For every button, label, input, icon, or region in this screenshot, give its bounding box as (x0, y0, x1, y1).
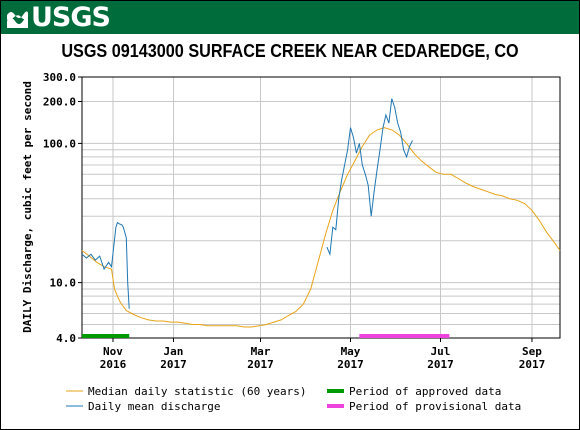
series-line-0 (81, 127, 561, 328)
y-axis-ticks: 300.0 200.0 100.0 10.0 4.0 (43, 71, 82, 345)
x-tick-month: May (341, 345, 361, 358)
usgs-logo-text: USGS (31, 2, 111, 33)
y-axis-label: DAILY Discharge, cubic feet per second (21, 81, 34, 333)
periods-layer (82, 334, 450, 338)
series-layer (81, 98, 561, 328)
x-tick-year: 2017 (160, 358, 187, 371)
y-tick-label: 200.0 (43, 96, 76, 109)
y-tick-label: 300.0 (43, 71, 76, 84)
x-tick-year: 2017 (247, 358, 274, 371)
y-tick-label: 10.0 (50, 277, 77, 290)
x-tick-year: 2017 (519, 358, 546, 371)
x-axis-ticks: Nov2016Jan2017Mar2017May2017Jul2017Sep20… (100, 338, 545, 371)
usgs-banner: USGS (1, 1, 579, 34)
x-tick-month: Mar (251, 345, 271, 358)
legend-label-3: Period of provisional data (349, 400, 521, 413)
usgs-logo-icon (7, 11, 28, 28)
y-tick-label: 4.0 (56, 332, 76, 345)
x-tick-year: 2017 (427, 358, 454, 371)
chart-title: USGS 09143000 SURFACE CREEK NEAR CEDARED… (61, 41, 519, 61)
legend-label-0: Median daily statistic (60 years) (88, 385, 307, 398)
legend-label-2: Period of approved data (349, 385, 501, 398)
period-bar-0 (82, 334, 130, 338)
legend: Median daily statistic (60 years) Daily m… (66, 385, 521, 413)
x-tick-month: Sep (522, 345, 542, 358)
chart-grid (82, 77, 560, 338)
x-tick-month: Nov (103, 345, 123, 358)
x-tick-month: Jan (164, 345, 184, 358)
x-tick-year: 2016 (100, 358, 127, 371)
legend-label-1: Daily mean discharge (88, 400, 220, 413)
series-line-2 (326, 98, 413, 257)
period-bar-1 (359, 334, 450, 338)
series-line-1 (81, 221, 130, 309)
y-tick-label: 100.0 (43, 137, 76, 150)
plot-frame (81, 76, 561, 339)
x-tick-year: 2017 (337, 358, 364, 371)
x-tick-month: Jul (431, 345, 451, 358)
